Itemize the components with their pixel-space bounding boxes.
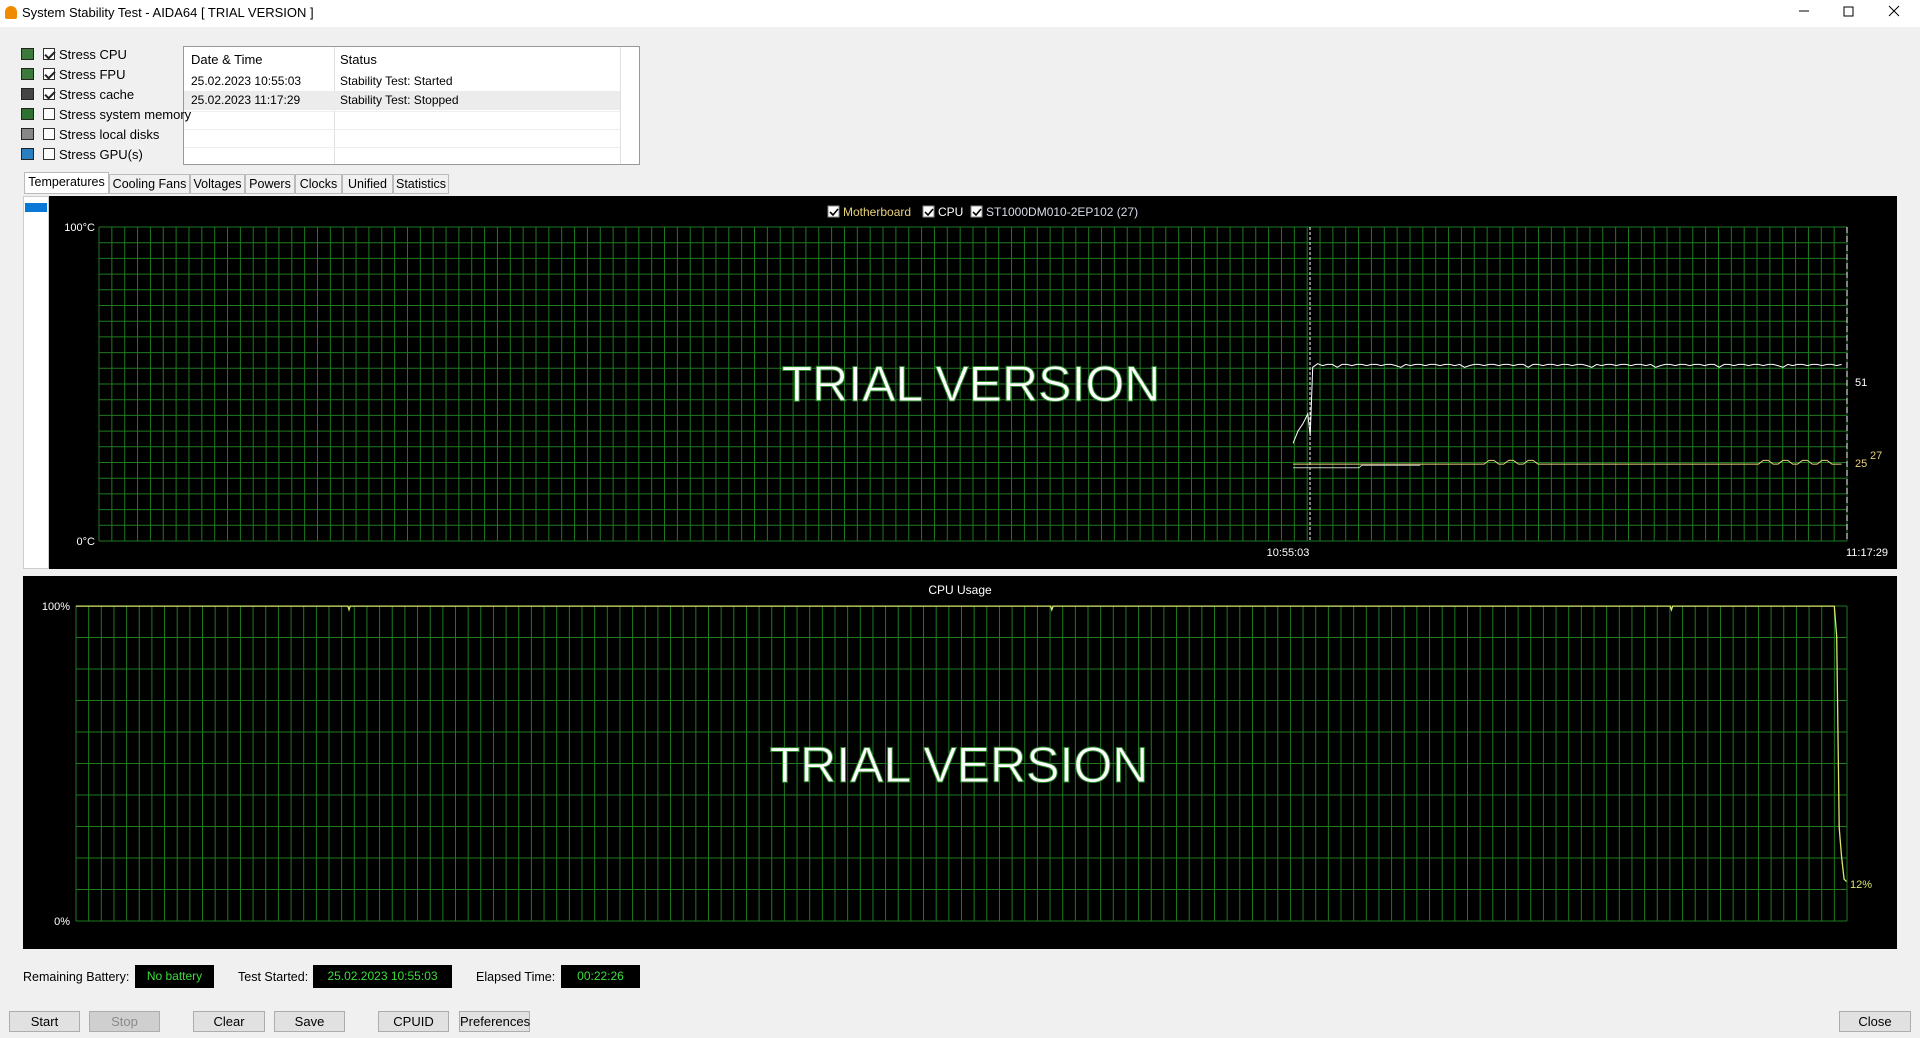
window-controls[interactable]: [1780, 0, 1920, 27]
button[interactable]: Clear: [193, 1011, 265, 1032]
stress-icon: [21, 128, 34, 140]
button[interactable]: Close: [1839, 1011, 1911, 1032]
column-header: Status: [340, 52, 377, 67]
window-title: System Stability Test - AIDA64 [ TRIAL V…: [22, 5, 314, 20]
row-line: [184, 147, 620, 148]
y-axis-label: 0%: [54, 916, 70, 928]
value-label: 51: [1855, 377, 1867, 389]
sensor-scroll: [25, 203, 47, 212]
cpu-temp-line: [1292, 363, 1842, 444]
row-highlight: [184, 91, 620, 110]
tab[interactable]: Statistics: [393, 174, 449, 194]
legend-label: ST1000DM010-2EP102 (27): [986, 205, 1138, 219]
tab[interactable]: Voltages: [190, 174, 245, 194]
log-cell: Stability Test: Stopped: [340, 93, 459, 107]
checkbox[interactable]: [43, 148, 55, 160]
tab[interactable]: Powers: [245, 174, 295, 194]
row-line: [184, 129, 620, 130]
watermark: TRIAL VERSION: [770, 737, 1149, 793]
title-bar: [0, 0, 1920, 27]
restore[interactable]: [1843, 6, 1854, 17]
button[interactable]: CPUID: [378, 1011, 449, 1032]
stress-label[interactable]: Stress GPU(s): [59, 147, 143, 162]
checkbox[interactable]: [43, 88, 56, 100]
y-axis-label: 0°C: [77, 536, 96, 548]
watermark: TRIAL VERSION: [782, 356, 1161, 412]
status-label: Test Started:: [238, 970, 309, 984]
button[interactable]: Start: [9, 1011, 80, 1032]
y-axis-label: 100%: [42, 601, 70, 613]
tab[interactable]: Unified: [342, 174, 393, 194]
checkbox[interactable]: [43, 128, 55, 140]
tab[interactable]: Clocks: [295, 174, 342, 194]
graph-title: CPU Usage: [928, 583, 992, 597]
status-value: 25.02.2023 10:55:03: [313, 965, 452, 988]
legend-label: CPU: [938, 205, 963, 219]
row-line: [184, 111, 620, 112]
legend-checkmark: [829, 208, 839, 217]
legend-label: Motherboard: [843, 205, 911, 219]
legend-checkbox: [970, 205, 983, 218]
legend-checkmark: [972, 208, 982, 217]
motherboard-temp-line: [1293, 459, 1842, 465]
tab[interactable]: Temperatures: [24, 172, 109, 194]
stress-icon: [21, 148, 34, 160]
close-x[interactable]: [1888, 5, 1900, 17]
status-label: Remaining Battery:: [23, 970, 130, 984]
stress-icon: [21, 68, 34, 80]
column-header: Date & Time: [191, 52, 263, 67]
stress-label[interactable]: Stress local disks: [59, 127, 160, 142]
stress-label[interactable]: Stress FPU: [59, 67, 126, 82]
tab[interactable]: Cooling Fans: [109, 174, 190, 194]
stress-label[interactable]: Stress system memory: [59, 107, 192, 122]
button: Stop: [89, 1011, 160, 1032]
checkmark: [44, 68, 56, 80]
value-label: 27: [1870, 450, 1882, 462]
log-cell: Stability Test: Started: [340, 74, 453, 88]
status-value: 00:22:26: [561, 965, 640, 988]
checkmark: [44, 88, 56, 100]
legend-checkbox: [922, 205, 935, 218]
time-label: 10:55:03: [1267, 547, 1310, 559]
value-label: 25: [1855, 458, 1867, 470]
checkbox[interactable]: [43, 68, 56, 80]
temperature-graph: Motherboard CPU ST1000DM010-2EP102 (27) 100…: [49, 196, 1897, 569]
checkbox[interactable]: [43, 108, 55, 120]
checkmark: [44, 48, 56, 60]
stress-icon: [21, 88, 34, 100]
button[interactable]: Save: [274, 1011, 345, 1032]
legend-checkmark: [924, 208, 934, 217]
row-line: [184, 165, 620, 166]
cpu-usage-line: [75, 605, 1847, 883]
legend-checkbox: [827, 205, 840, 218]
time-label: 11:17:29: [1846, 547, 1888, 559]
value-label: 12%: [1850, 879, 1872, 891]
app-icon: [5, 6, 17, 19]
stress-label[interactable]: Stress cache: [59, 87, 135, 102]
status-label: Elapsed Time:: [476, 970, 556, 984]
button[interactable]: Preferences: [459, 1011, 530, 1032]
cpu-usage-graph: CPU Usage 100% 0% 12% TRIAL VERSION: [23, 576, 1897, 949]
log-cell: 25.02.2023 10:55:03: [191, 74, 302, 88]
stress-icon: [21, 108, 34, 120]
y-axis-label: 100°C: [64, 222, 95, 234]
status-value: No battery: [135, 965, 214, 988]
stress-icon: [21, 48, 34, 60]
disk-temp-line: [1293, 464, 1421, 469]
log-cell: 25.02.2023 11:17:29: [191, 93, 301, 107]
column-divider: [620, 47, 621, 164]
stress-label[interactable]: Stress CPU: [59, 47, 127, 62]
temperature-panel: [23, 196, 49, 569]
checkbox[interactable]: [43, 48, 56, 60]
